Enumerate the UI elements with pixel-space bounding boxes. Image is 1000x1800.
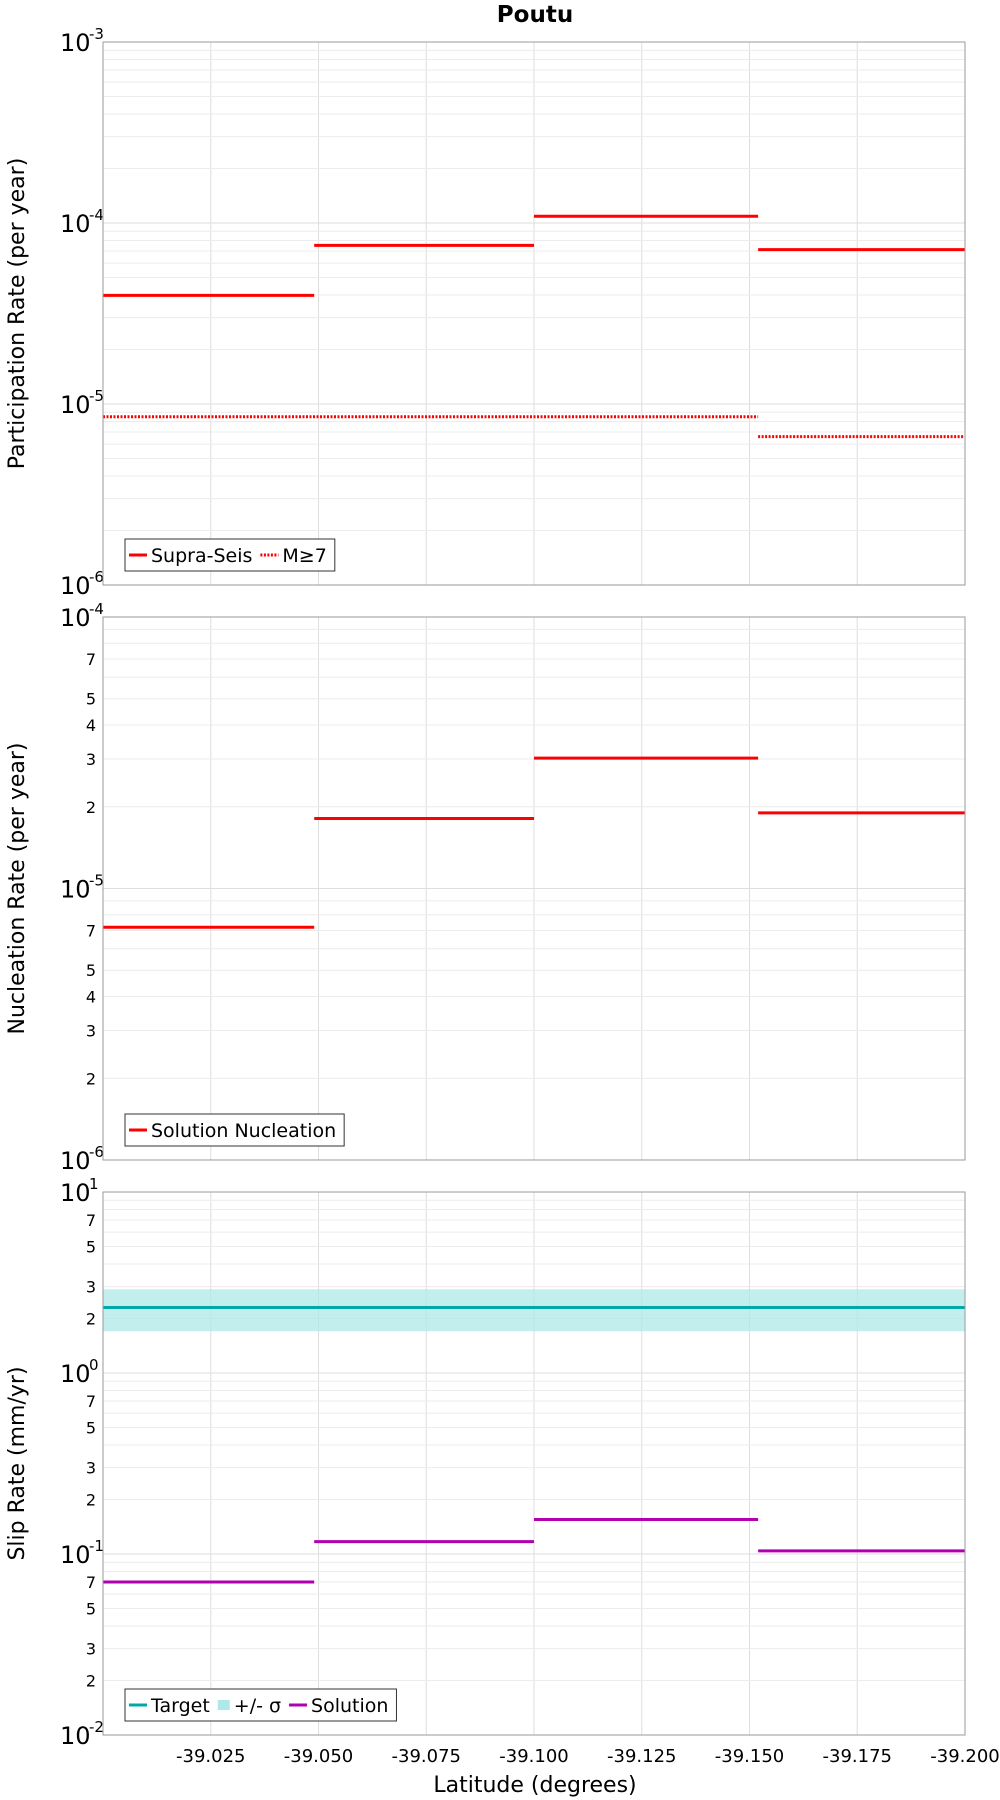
y-major-tick-label: 10 (60, 572, 91, 600)
legend-swatch-sigma (217, 1700, 230, 1710)
y-major-tick-label: 10 (60, 1722, 91, 1750)
y-minor-tick-label: 5 (86, 1237, 96, 1256)
x-tick-label: -39.025 (176, 1746, 245, 1767)
y-minor-tick-label: 2 (86, 798, 96, 817)
y-major-tick-label: 10 (60, 1541, 91, 1569)
legend-entry-label: +/- σ (234, 1695, 281, 1717)
y-minor-tick-label: 3 (86, 1278, 96, 1297)
y-minor-tick-label: 7 (86, 1573, 96, 1592)
y-major-tick-exponent: -6 (89, 1143, 104, 1161)
y-minor-tick-label: 4 (86, 988, 96, 1007)
x-tick-label: -39.075 (392, 1746, 461, 1767)
x-tick-label: -39.125 (607, 1746, 676, 1767)
y-major-tick-label: 10 (60, 1360, 91, 1388)
y-major-tick-exponent: -5 (89, 872, 104, 890)
legend: Supra-Seis M≥7 (124, 538, 336, 572)
y-minor-tick-label: 7 (86, 650, 96, 669)
legend: Solution Nucleation (124, 1113, 345, 1147)
y-minor-tick-label: 4 (86, 716, 96, 735)
y-minor-tick-label: 2 (86, 1491, 96, 1510)
y-major-tick-exponent: -3 (89, 25, 104, 43)
y-major-tick-exponent: -1 (89, 1537, 104, 1555)
legend-entry-label: Solution (311, 1695, 388, 1717)
y-major-tick-label: 10 (60, 1147, 91, 1175)
y-minor-tick-label: 7 (86, 1392, 96, 1411)
y-minor-tick-label: 2 (86, 1672, 96, 1691)
y-major-tick-exponent: -4 (89, 206, 104, 224)
chart-title: Poutu (497, 2, 573, 28)
slip-rate-y-axis-label: Slip Rate (mm/yr) (5, 1366, 30, 1560)
legend-box (124, 1113, 345, 1147)
y-minor-tick-label: 3 (86, 1459, 96, 1478)
y-major-tick-exponent: -4 (89, 600, 104, 618)
y-minor-tick-label: 5 (86, 1418, 96, 1437)
x-tick-label: -39.050 (284, 1746, 353, 1767)
y-major-tick-exponent: 1 (89, 1175, 99, 1193)
y-minor-tick-label: 5 (86, 1599, 96, 1618)
y-minor-tick-label: 3 (86, 750, 96, 769)
y-major-tick-label: 10 (60, 1179, 91, 1207)
legend: Target +/- σ Solution (124, 1688, 397, 1722)
x-tick-label: -39.200 (930, 1746, 999, 1767)
y-minor-tick-label: 5 (86, 690, 96, 709)
y-minor-tick-label: 3 (86, 1021, 96, 1040)
y-minor-tick-label: 7 (86, 1211, 96, 1230)
y-minor-tick-label: 7 (86, 922, 96, 941)
legend-entry-label: Supra-Seis (151, 545, 252, 567)
legend-box (124, 538, 336, 572)
y-minor-tick-label: 2 (86, 1310, 96, 1329)
plot-frame (102, 1191, 966, 1736)
y-major-tick-label: 10 (60, 391, 91, 419)
y-major-tick-exponent: -2 (89, 1718, 104, 1736)
legend-entry-label: M≥7 (282, 545, 326, 567)
y-major-tick-exponent: -5 (89, 387, 104, 405)
legend-entry-label: Target (150, 1695, 210, 1717)
y-major-tick-label: 10 (60, 210, 91, 238)
participation-rate-y-axis-label: Participation Rate (per year) (5, 158, 30, 470)
y-minor-tick-label: 2 (86, 1069, 96, 1088)
nucleation-rate-y-axis-label: Nucleation Rate (per year) (5, 743, 30, 1035)
plot-frame (102, 616, 966, 1161)
x-axis-label: Latitude (degrees) (433, 1773, 636, 1798)
x-tick-label: -39.100 (499, 1746, 568, 1767)
y-major-tick-label: 10 (60, 876, 91, 904)
y-major-tick-label: 10 (60, 604, 91, 632)
x-axis-tick-labels: -39.025 -39.050 -39.075 -39.100 -39.125 -39.1… (176, 1746, 1000, 1767)
y-major-tick-exponent: 0 (89, 1356, 99, 1374)
x-tick-label: -39.175 (823, 1746, 892, 1767)
y-major-tick-exponent: -6 (89, 568, 104, 586)
plot-frame (102, 41, 966, 586)
legend-entry-label: Solution Nucleation (151, 1120, 336, 1142)
y-major-tick-label: 10 (60, 29, 91, 57)
x-tick-label: -39.150 (715, 1746, 784, 1767)
legend-box (124, 1688, 397, 1722)
y-minor-tick-label: 5 (86, 961, 96, 980)
y-minor-tick-label: 3 (86, 1640, 96, 1659)
sigma-band (103, 1289, 965, 1332)
